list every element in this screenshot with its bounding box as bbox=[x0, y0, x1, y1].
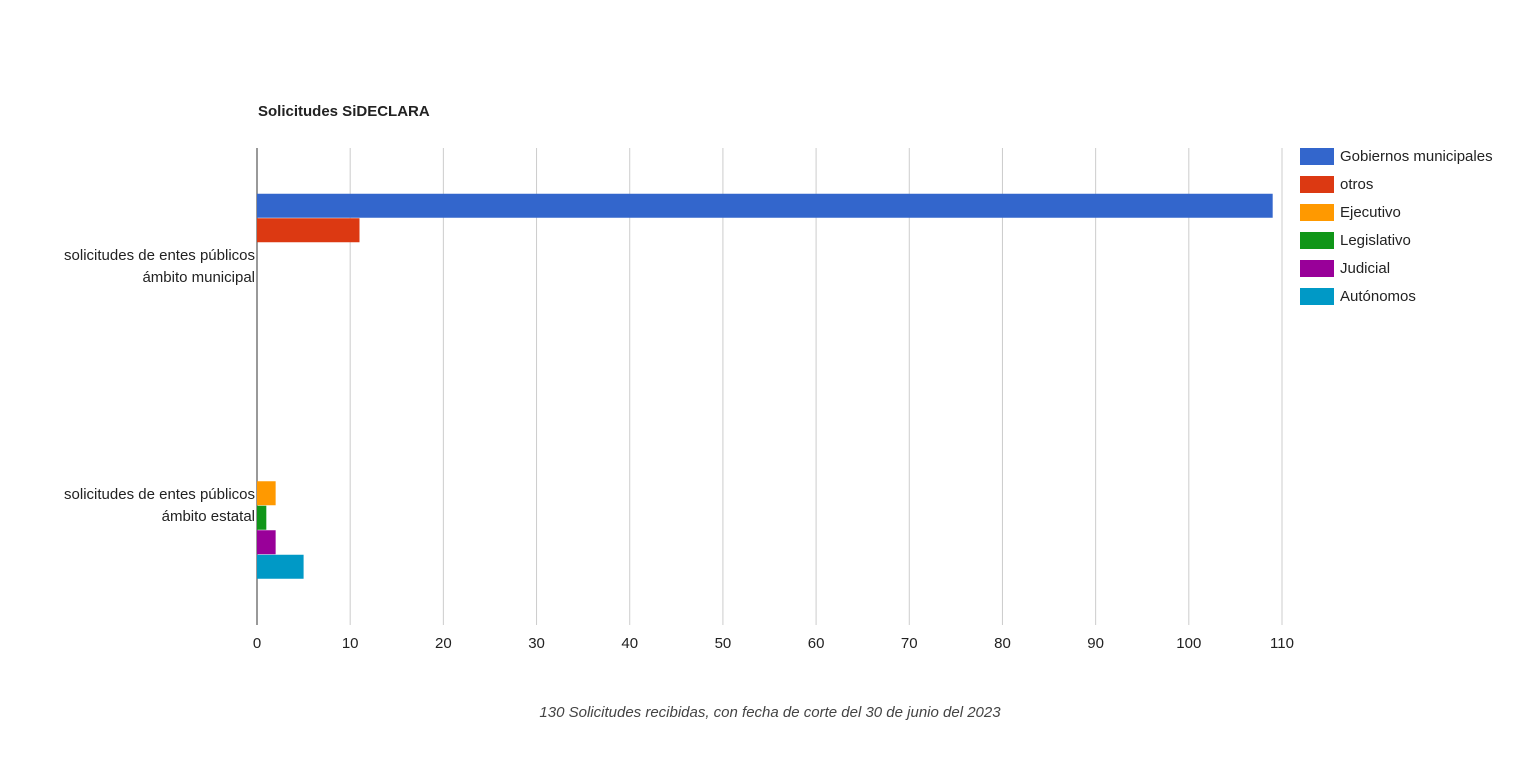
legend-swatch bbox=[1300, 232, 1334, 249]
bar bbox=[257, 481, 276, 506]
x-tick-label: 20 bbox=[435, 635, 452, 652]
chart-caption: 130 Solicitudes recibidas, con fecha de … bbox=[539, 704, 1001, 721]
bar bbox=[257, 193, 1273, 218]
chart-title: Solicitudes SiDECLARA bbox=[258, 103, 430, 120]
x-tick-label: 60 bbox=[808, 635, 825, 652]
legend-label: Gobiernos municipales bbox=[1340, 148, 1493, 165]
legend-swatch bbox=[1300, 176, 1334, 193]
x-tick-label: 70 bbox=[901, 635, 918, 652]
x-tick-label: 30 bbox=[528, 635, 545, 652]
x-tick-label: 110 bbox=[1270, 635, 1294, 652]
legend-swatch bbox=[1300, 288, 1334, 305]
legend-label: Judicial bbox=[1340, 260, 1390, 277]
legend-swatch bbox=[1300, 260, 1334, 277]
legend-label: otros bbox=[1340, 176, 1373, 193]
legend-label: Autónomos bbox=[1340, 288, 1416, 305]
bar bbox=[257, 530, 276, 555]
legend-label: Legislativo bbox=[1340, 232, 1411, 249]
bar bbox=[257, 505, 267, 530]
y-tick-label: solicitudes de entes públicos ámbito mun… bbox=[64, 247, 255, 287]
legend-label: Ejecutivo bbox=[1340, 204, 1401, 221]
x-tick-label: 40 bbox=[621, 635, 638, 652]
y-tick-label: solicitudes de entes públicos ámbito est… bbox=[64, 485, 255, 525]
x-tick-label: 90 bbox=[1087, 635, 1104, 652]
legend-swatch bbox=[1300, 204, 1334, 221]
bar bbox=[257, 218, 360, 243]
x-tick-label: 0 bbox=[253, 635, 261, 652]
x-tick-label: 50 bbox=[715, 635, 732, 652]
x-tick-label: 10 bbox=[342, 635, 359, 652]
x-tick-label: 80 bbox=[994, 635, 1011, 652]
legend-swatch bbox=[1300, 148, 1334, 165]
x-tick-label: 100 bbox=[1176, 635, 1201, 652]
bar bbox=[257, 554, 304, 579]
